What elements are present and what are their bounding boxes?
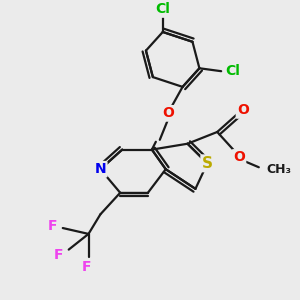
Text: Cl: Cl (155, 2, 170, 16)
Text: N: N (94, 162, 106, 176)
Text: F: F (48, 219, 58, 233)
Text: F: F (54, 248, 64, 262)
Text: O: O (233, 151, 245, 164)
Text: O: O (237, 103, 249, 117)
Text: O: O (162, 106, 174, 120)
Text: CH₃: CH₃ (267, 163, 292, 176)
Text: F: F (82, 260, 91, 274)
Text: Cl: Cl (226, 64, 241, 78)
Text: S: S (202, 156, 213, 171)
